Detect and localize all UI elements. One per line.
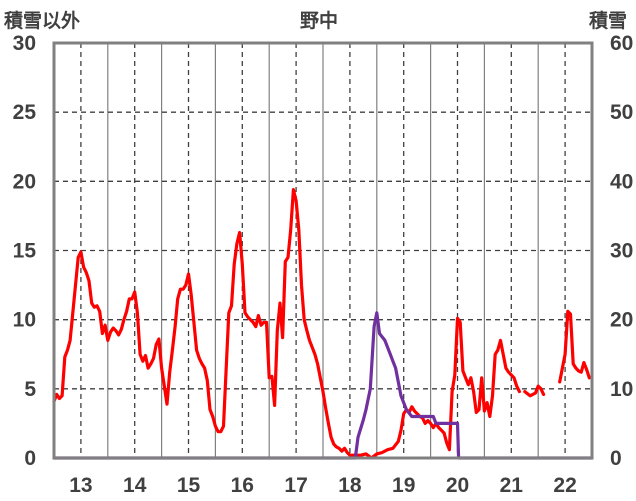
- right-axis-label: 積雪: [589, 11, 628, 32]
- x-tick-label: 22: [553, 474, 576, 497]
- snow-depth-line: [52, 311, 594, 460]
- x-tick-label: 21: [500, 474, 524, 497]
- left-tick-label: 30: [13, 32, 36, 55]
- left-tick-label: 25: [13, 101, 37, 124]
- red-series-line-2: [558, 309, 591, 384]
- right-tick-label: 60: [610, 32, 633, 55]
- right-tick-label: 50: [610, 101, 633, 124]
- chart-title: 野中: [300, 11, 339, 32]
- minor-gridlines: [107, 43, 539, 458]
- x-tick-label: 14: [123, 474, 147, 497]
- left-axis-label: 積雪以外: [4, 11, 81, 32]
- left-tick-label: 15: [13, 240, 37, 263]
- right-tick-label: 10: [610, 378, 633, 401]
- x-tick-label: 18: [338, 474, 362, 497]
- left-tick-label: 0: [24, 447, 36, 470]
- left-tick-label: 10: [13, 309, 36, 332]
- plot-frame: [52, 41, 594, 460]
- left-axis-ticks: 0 5 10 15 20 25 30: [13, 32, 37, 470]
- right-axis-ticks: 0 10 20 30 40 50 60: [610, 32, 633, 470]
- series-lines: [52, 188, 594, 460]
- right-tick-label: 20: [610, 309, 633, 332]
- left-tick-label: 20: [13, 170, 36, 193]
- x-tick-label: 13: [69, 474, 92, 497]
- x-tick-label: 19: [392, 474, 415, 497]
- x-tick-label: 15: [177, 474, 201, 497]
- x-axis-ticks: 13 14 15 16 17 18 19 20 21 22: [69, 474, 577, 497]
- right-tick-label: 0: [610, 447, 622, 470]
- x-tick-label: 16: [231, 474, 254, 497]
- x-tick-label: 20: [446, 474, 469, 497]
- red-series-line-1: [523, 384, 546, 398]
- right-tick-label: 40: [610, 170, 633, 193]
- x-tick-label: 17: [284, 474, 307, 497]
- left-tick-label: 5: [24, 378, 36, 401]
- red-series-line-0: [52, 188, 521, 460]
- right-tick-label: 30: [610, 240, 633, 263]
